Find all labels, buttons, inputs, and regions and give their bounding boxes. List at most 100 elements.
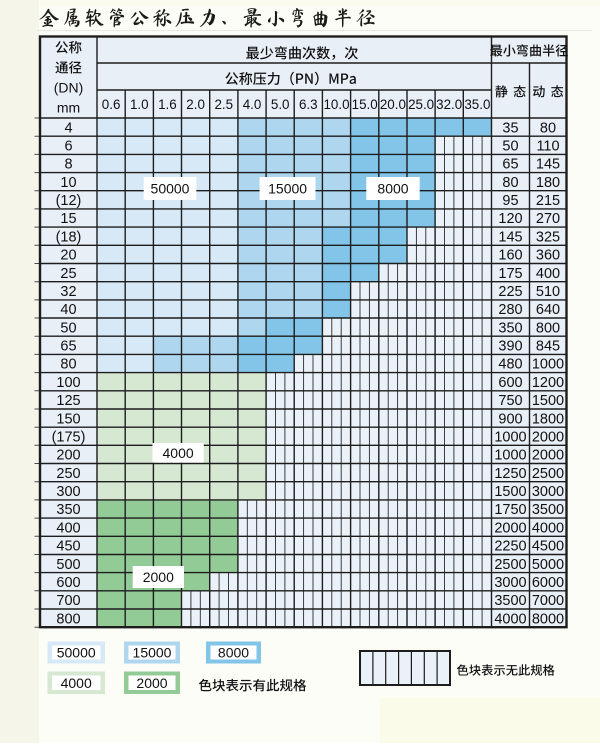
svg-text:450: 450 bbox=[56, 539, 80, 555]
svg-text:8000: 8000 bbox=[532, 611, 564, 627]
svg-text:500: 500 bbox=[56, 557, 80, 573]
svg-text:200: 200 bbox=[56, 448, 80, 464]
svg-text:(DN): (DN) bbox=[54, 80, 84, 96]
svg-text:350: 350 bbox=[56, 502, 80, 518]
svg-text:250: 250 bbox=[56, 466, 80, 482]
svg-text:510: 510 bbox=[536, 284, 560, 300]
svg-text:32: 32 bbox=[60, 284, 76, 300]
svg-text:4500: 4500 bbox=[532, 539, 564, 555]
svg-text:80: 80 bbox=[502, 175, 518, 191]
svg-text:2.0: 2.0 bbox=[186, 97, 205, 112]
svg-text:65: 65 bbox=[502, 157, 518, 173]
svg-text:(18): (18) bbox=[56, 229, 82, 245]
svg-text:700: 700 bbox=[56, 593, 80, 609]
svg-text:4000: 4000 bbox=[163, 445, 194, 461]
svg-text:50: 50 bbox=[60, 320, 76, 336]
svg-text:325: 325 bbox=[536, 229, 560, 245]
svg-text:50000: 50000 bbox=[151, 181, 190, 197]
svg-text:900: 900 bbox=[498, 411, 522, 427]
svg-text:1000: 1000 bbox=[532, 357, 564, 373]
svg-text:2000: 2000 bbox=[532, 448, 564, 464]
svg-text:15.0: 15.0 bbox=[352, 97, 378, 112]
svg-text:150: 150 bbox=[56, 411, 80, 427]
svg-text:50000: 50000 bbox=[57, 645, 96, 661]
svg-text:3500: 3500 bbox=[532, 502, 564, 518]
svg-text:800: 800 bbox=[536, 320, 560, 336]
svg-text:8000: 8000 bbox=[218, 645, 249, 661]
svg-text:160: 160 bbox=[498, 248, 522, 264]
svg-text:4: 4 bbox=[64, 120, 72, 136]
svg-text:480: 480 bbox=[498, 357, 522, 373]
svg-text:2.5: 2.5 bbox=[214, 97, 233, 112]
svg-text:390: 390 bbox=[498, 339, 522, 355]
svg-text:80: 80 bbox=[540, 120, 556, 136]
svg-text:(175): (175) bbox=[52, 430, 86, 446]
svg-text:95: 95 bbox=[502, 193, 518, 209]
svg-text:145: 145 bbox=[536, 157, 560, 173]
svg-text:1000: 1000 bbox=[494, 430, 526, 446]
svg-text:5.0: 5.0 bbox=[271, 97, 290, 112]
svg-text:225: 225 bbox=[498, 284, 522, 300]
svg-text:2250: 2250 bbox=[494, 539, 526, 555]
svg-text:mm: mm bbox=[57, 100, 80, 116]
svg-text:400: 400 bbox=[536, 266, 560, 282]
svg-text:65: 65 bbox=[60, 339, 76, 355]
svg-text:1500: 1500 bbox=[494, 484, 526, 500]
svg-text:145: 145 bbox=[498, 229, 522, 245]
svg-text:40: 40 bbox=[60, 302, 76, 318]
svg-text:125: 125 bbox=[56, 393, 80, 409]
svg-text:400: 400 bbox=[56, 520, 80, 536]
svg-text:4.0: 4.0 bbox=[243, 97, 262, 112]
svg-text:20.0: 20.0 bbox=[380, 97, 406, 112]
svg-text:1800: 1800 bbox=[532, 411, 564, 427]
svg-text:600: 600 bbox=[56, 575, 80, 591]
svg-text:4000: 4000 bbox=[61, 675, 92, 691]
svg-text:15000: 15000 bbox=[133, 645, 172, 661]
svg-text:2000: 2000 bbox=[143, 569, 174, 585]
svg-text:640: 640 bbox=[536, 302, 560, 318]
svg-text:10.0: 10.0 bbox=[323, 97, 349, 112]
svg-text:2000: 2000 bbox=[494, 520, 526, 536]
svg-text:4000: 4000 bbox=[532, 520, 564, 536]
svg-text:8000: 8000 bbox=[377, 181, 408, 197]
svg-text:15000: 15000 bbox=[268, 181, 307, 197]
svg-text:110: 110 bbox=[536, 139, 559, 155]
svg-text:1.6: 1.6 bbox=[158, 97, 177, 112]
svg-text:50: 50 bbox=[502, 139, 518, 155]
svg-text:180: 180 bbox=[536, 175, 560, 191]
svg-text:6: 6 bbox=[64, 139, 72, 155]
svg-text:1000: 1000 bbox=[494, 448, 526, 464]
svg-text:4000: 4000 bbox=[494, 611, 526, 627]
svg-text:2500: 2500 bbox=[532, 466, 564, 482]
svg-text:25: 25 bbox=[60, 266, 76, 282]
svg-text:600: 600 bbox=[498, 375, 522, 391]
svg-text:32.0: 32.0 bbox=[436, 97, 462, 112]
svg-text:1.0: 1.0 bbox=[130, 97, 149, 112]
svg-text:270: 270 bbox=[536, 211, 560, 227]
svg-text:1200: 1200 bbox=[532, 375, 564, 391]
svg-text:175: 175 bbox=[498, 266, 522, 282]
svg-text:100: 100 bbox=[56, 375, 80, 391]
svg-text:215: 215 bbox=[536, 193, 560, 209]
svg-text:845: 845 bbox=[536, 339, 560, 355]
svg-text:800: 800 bbox=[56, 611, 80, 627]
svg-text:10: 10 bbox=[60, 175, 76, 191]
svg-text:8: 8 bbox=[64, 157, 72, 173]
svg-text:20: 20 bbox=[60, 248, 76, 264]
svg-text:2500: 2500 bbox=[494, 557, 526, 573]
svg-text:300: 300 bbox=[56, 484, 80, 500]
svg-text:7000: 7000 bbox=[532, 593, 564, 609]
svg-text:25.0: 25.0 bbox=[408, 97, 434, 112]
svg-text:(12): (12) bbox=[56, 193, 82, 209]
svg-text:360: 360 bbox=[536, 248, 560, 264]
svg-text:2000: 2000 bbox=[532, 430, 564, 446]
svg-text:5000: 5000 bbox=[532, 557, 564, 573]
svg-text:1750: 1750 bbox=[494, 502, 526, 518]
svg-text:280: 280 bbox=[498, 302, 522, 318]
svg-text:2000: 2000 bbox=[136, 675, 167, 691]
svg-text:120: 120 bbox=[498, 211, 522, 227]
svg-text:750: 750 bbox=[498, 393, 522, 409]
svg-text:6000: 6000 bbox=[532, 575, 564, 591]
svg-text:1250: 1250 bbox=[494, 466, 526, 482]
svg-text:350: 350 bbox=[498, 320, 522, 336]
